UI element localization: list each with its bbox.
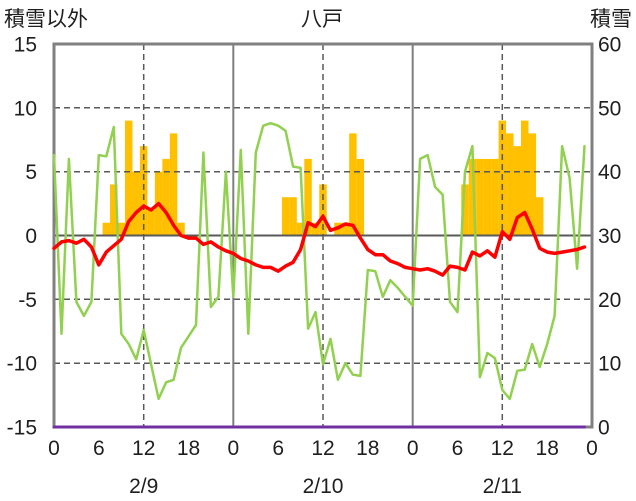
bar: [177, 222, 185, 236]
x-tick-label: 6: [93, 437, 105, 460]
bar: [296, 222, 305, 236]
bar: [461, 184, 469, 236]
bar: [169, 133, 178, 236]
series-1-line: [52, 121, 586, 401]
bar: [468, 158, 477, 236]
left-y-tick-label: 5: [25, 161, 37, 184]
right-axis-label: 積雪: [590, 8, 632, 31]
x-tick-label: 18: [356, 437, 379, 460]
bar: [491, 158, 499, 236]
left-y-tick-label: -5: [18, 289, 37, 312]
x-tick-label: 6: [272, 437, 284, 460]
bar: [147, 209, 155, 236]
chart-title: 八戸: [301, 8, 343, 31]
x-tick-label: 0: [48, 437, 60, 460]
bar: [506, 133, 514, 236]
x-tick-label: 0: [586, 437, 598, 460]
right-y-tick-label: 40: [598, 161, 621, 184]
bar: [289, 197, 297, 236]
right-y-tick-label: 30: [598, 225, 621, 248]
date-label: 2/11: [483, 475, 522, 498]
bar: [124, 120, 133, 236]
x-tick-label: 12: [491, 437, 514, 460]
left-y-tick-label: -15: [7, 417, 37, 440]
bar: [102, 222, 111, 236]
x-tick-label: 12: [311, 437, 334, 460]
left-y-tick-label: -10: [7, 353, 37, 376]
bar: [311, 222, 320, 236]
right-y-tick-label: 20: [598, 289, 621, 312]
bar: [476, 158, 484, 236]
series-2-line: [52, 201, 587, 277]
right-y-tick-label: 50: [598, 97, 621, 120]
bar: [162, 158, 170, 236]
x-tick-label: 18: [536, 437, 559, 460]
left-y-tick-label: 15: [14, 34, 37, 57]
bar: [356, 158, 365, 236]
bar: [110, 184, 118, 236]
x-tick-label: 12: [132, 437, 155, 460]
bar: [535, 197, 544, 236]
bar: [304, 158, 312, 236]
lines-layer: [52, 121, 587, 429]
bar: [528, 133, 536, 236]
right-y-tick-label: 0: [598, 417, 610, 440]
x-tick-label: 0: [407, 437, 419, 460]
date-label: 2/9: [129, 475, 158, 498]
bar: [132, 171, 140, 236]
right-y-tick-label: 60: [598, 34, 621, 57]
bar: [281, 197, 290, 236]
bar: [341, 222, 350, 236]
left-axis-label: 積雪以外: [4, 8, 88, 31]
bar: [139, 146, 148, 236]
x-tick-label: 6: [452, 437, 464, 460]
date-label: 2/10: [303, 475, 344, 498]
bar: [521, 120, 529, 236]
bar: [483, 158, 492, 236]
bar: [117, 222, 125, 236]
left-y-tick-label: 10: [14, 97, 37, 120]
right-y-tick-label: 10: [598, 353, 621, 376]
x-tick-label: 18: [177, 437, 200, 460]
left-y-tick-label: 0: [25, 225, 37, 248]
bar: [349, 133, 357, 236]
x-tick-label: 0: [227, 437, 239, 460]
bar: [513, 146, 522, 236]
